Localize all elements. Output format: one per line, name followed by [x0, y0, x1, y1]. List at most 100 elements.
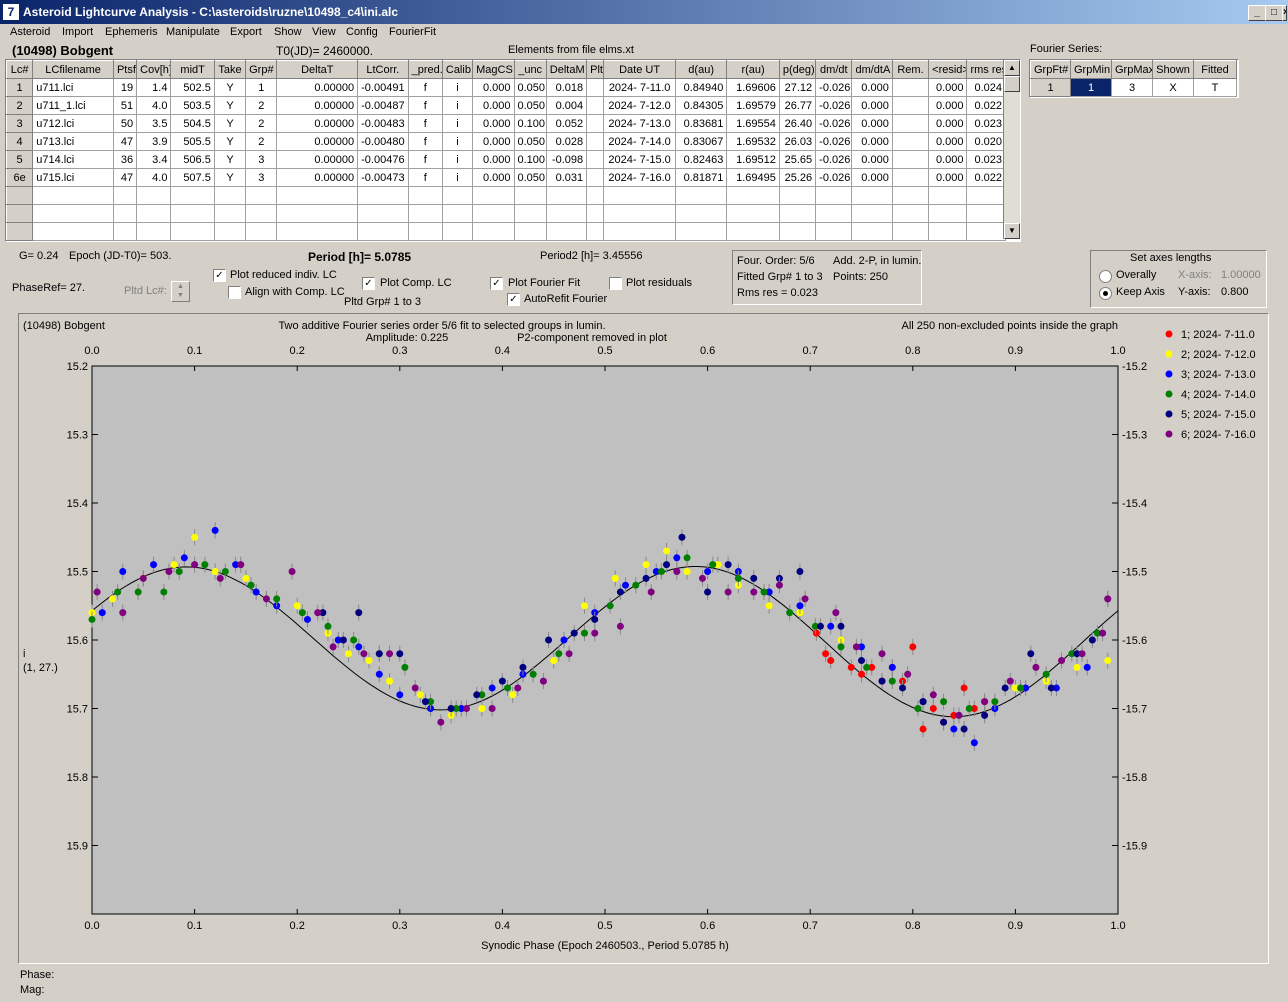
yaxis-value[interactable]: 0.800	[1221, 286, 1249, 298]
lc-cell[interactable]: 0.022	[966, 168, 1006, 187]
lc-cell[interactable]	[778, 222, 817, 241]
lc-cell[interactable]	[545, 204, 588, 223]
lc-col-header[interactable]: midT	[170, 60, 215, 79]
lc-cell[interactable]: 2024- 7-15.0	[603, 150, 676, 169]
lc-cell[interactable]: 0.000	[851, 96, 893, 115]
maximize-button[interactable]: □	[1265, 5, 1283, 21]
lc-cell[interactable]: 0.000	[928, 150, 968, 169]
menu-ephemeris[interactable]: Ephemeris	[105, 26, 158, 38]
lc-col-header[interactable]: p(deg)	[778, 60, 817, 79]
lc-col-header[interactable]: dm/dtA	[851, 60, 893, 79]
lc-cell[interactable]: 26.03	[778, 132, 817, 151]
lc-cell[interactable]	[441, 222, 474, 241]
lc-cell[interactable]: 0.028	[545, 132, 588, 151]
lc-table-empty-row[interactable]	[6, 204, 1006, 223]
lc-cell[interactable]	[928, 222, 968, 241]
lc-cell[interactable]: 2024- 7-12.0	[603, 96, 676, 115]
lc-cell[interactable]: u713.lci	[32, 132, 114, 151]
lc-cell[interactable]	[32, 222, 114, 241]
lc-cell[interactable]: 3.9	[136, 132, 172, 151]
lc-cell[interactable]	[112, 186, 138, 205]
lc-cell[interactable]	[407, 222, 443, 241]
lc-cell[interactable]: 1.69495	[726, 168, 780, 187]
lc-cell[interactable]	[245, 186, 278, 205]
lc-cell[interactable]	[891, 186, 930, 205]
lc-cell[interactable]: 25.26	[778, 168, 817, 187]
fourier-col-header[interactable]: GrpMax	[1111, 60, 1153, 79]
lc-col-header[interactable]: Take	[213, 60, 247, 79]
lc-cell[interactable]	[586, 204, 605, 223]
lc-cell[interactable]	[586, 78, 605, 97]
lc-cell[interactable]: 0.84305	[674, 96, 728, 115]
lc-cell[interactable]: 0.81871	[674, 168, 728, 187]
lc-cell[interactable]: 0.050	[513, 168, 547, 187]
lc-cell[interactable]: 4.0	[136, 168, 172, 187]
lc-cell[interactable]: 51	[112, 96, 138, 115]
lc-cell[interactable]	[851, 222, 893, 241]
lc-cell[interactable]: 2024- 7-11.0	[603, 78, 676, 97]
lc-cell[interactable]	[513, 222, 547, 241]
lc-col-header[interactable]: DeltaM	[545, 60, 588, 79]
lc-cell[interactable]	[966, 204, 1006, 223]
lc-table-row[interactable]: 3 u712.lci 50 3.5 504.5 Y 2 0.00000 -0.00483 f i 0.…	[6, 114, 1006, 133]
lc-cell[interactable]: 0.100	[513, 150, 547, 169]
lc-cell[interactable]: -0.00480	[357, 132, 409, 151]
fourier-col-header[interactable]: GrpMin	[1070, 60, 1112, 79]
lc-table-row[interactable]: 6e u715.lci 47 4.0 507.5 Y 3 0.00000 -0.00473 f i 0…	[6, 168, 1006, 187]
lc-cell[interactable]: 3.4	[136, 150, 172, 169]
lc-cell[interactable]	[545, 222, 588, 241]
lc-cell[interactable]	[6, 186, 34, 205]
lc-cell[interactable]	[32, 186, 114, 205]
lc-cell[interactable]: Y	[213, 114, 247, 133]
keep-axis-radio[interactable]	[1099, 287, 1112, 300]
plot-fourier-checkbox[interactable]: ✓	[490, 277, 503, 290]
lc-cell[interactable]: 36	[112, 150, 138, 169]
lc-col-header[interactable]: Grp#	[245, 60, 278, 79]
lc-cell[interactable]	[928, 204, 968, 223]
menu-manipulate[interactable]: Manipulate	[166, 26, 220, 38]
lc-cell[interactable]	[966, 186, 1006, 205]
lc-cell[interactable]: u711.lci	[32, 78, 114, 97]
lc-cell[interactable]: 0.000	[472, 150, 515, 169]
lc-cell[interactable]: 26.77	[778, 96, 817, 115]
lc-cell[interactable]: 1.69606	[726, 78, 780, 97]
lc-col-header[interactable]: d(au)	[674, 60, 728, 79]
lc-cell[interactable]	[32, 204, 114, 223]
lc-row-header[interactable]: 5	[6, 150, 34, 169]
fourier-col-header[interactable]: Shown	[1152, 60, 1194, 79]
lc-cell[interactable]: 502.5	[170, 78, 215, 97]
lc-cell[interactable]	[213, 186, 247, 205]
lc-col-header[interactable]: _pred.	[407, 60, 443, 79]
lc-cell[interactable]	[6, 222, 34, 241]
lc-cell[interactable]: 0.00000	[276, 78, 359, 97]
lc-cell[interactable]	[674, 204, 728, 223]
lc-cell[interactable]	[891, 114, 930, 133]
lc-cell[interactable]	[815, 204, 853, 223]
lc-cell[interactable]: f	[407, 78, 443, 97]
lc-table-row[interactable]: 2 u711_1.lci 51 4.0 503.5 Y 2 0.00000 -0.00487 f i…	[6, 96, 1006, 115]
lc-cell[interactable]	[245, 222, 278, 241]
xaxis-value[interactable]: 1.00000	[1221, 269, 1261, 281]
lc-cell[interactable]	[891, 204, 930, 223]
scroll-thumb[interactable]	[1004, 76, 1020, 92]
lc-cell[interactable]: 0.000	[472, 96, 515, 115]
lc-cell[interactable]: 25.65	[778, 150, 817, 169]
menu-asteroid[interactable]: Asteroid	[10, 26, 51, 38]
lc-cell[interactable]: 0.050	[513, 132, 547, 151]
lc-cell[interactable]: 0.000	[928, 132, 968, 151]
lc-col-header[interactable]: dm/dt	[815, 60, 853, 79]
lc-cell[interactable]: 0.023	[966, 114, 1006, 133]
lc-row-header[interactable]: 6e	[6, 168, 34, 187]
lc-col-header[interactable]: LCfilename	[32, 60, 114, 79]
lc-cell[interactable]: 0.000	[472, 132, 515, 151]
lc-cell[interactable]	[966, 222, 1006, 241]
lc-cell[interactable]: 0.052	[545, 114, 588, 133]
lc-cell[interactable]: u715.lci	[32, 168, 114, 187]
lc-cell[interactable]	[472, 222, 515, 241]
lc-cell[interactable]	[276, 186, 359, 205]
close-button[interactable]: ×	[1282, 5, 1287, 21]
lc-cell[interactable]: 2	[245, 132, 278, 151]
lc-col-header[interactable]: rms res	[966, 60, 1006, 79]
lc-cell[interactable]	[851, 186, 893, 205]
lc-col-header[interactable]: Lc#	[6, 60, 34, 79]
